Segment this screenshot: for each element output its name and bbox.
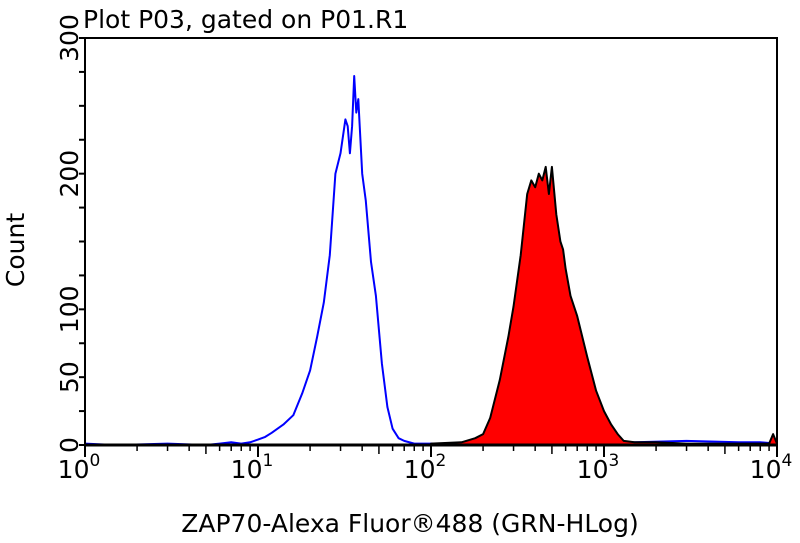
y-tick-label: 200 xyxy=(55,150,84,198)
y-tick-label: 0 xyxy=(55,437,84,453)
series-0-line xyxy=(84,75,778,446)
x-axis-label: ZAP70-Alexa Fluor®488 (GRN-HLog) xyxy=(181,509,638,538)
y-tick-label: 300 xyxy=(55,14,84,62)
series-1-area xyxy=(430,165,778,446)
x-tick-label: 101 xyxy=(231,451,274,484)
y-tick-label: 50 xyxy=(55,361,84,393)
x-tick-label: 103 xyxy=(577,451,620,484)
x-tick-label: 100 xyxy=(58,451,101,484)
y-tick-label: 100 xyxy=(55,285,84,333)
y-axis-label: Count xyxy=(1,213,30,287)
chart-title: Plot P03, gated on P01.R1 xyxy=(83,5,408,34)
plot-area xyxy=(84,37,778,447)
x-tick-label: 104 xyxy=(750,451,793,484)
plot-frame xyxy=(84,37,778,446)
x-tick-label: 102 xyxy=(404,451,447,484)
